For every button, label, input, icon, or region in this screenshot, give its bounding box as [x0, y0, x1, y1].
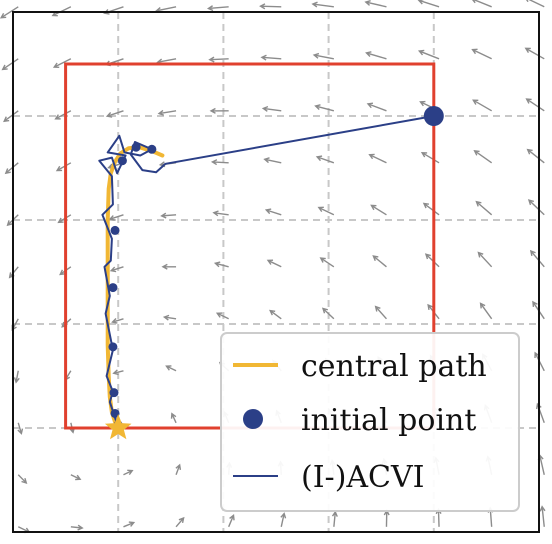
acvi-iterate-marker: [147, 144, 157, 154]
vector-arrow: [365, 51, 387, 60]
legend-label-initial-point: initial point: [301, 403, 476, 438]
vector-arrow: [331, 510, 338, 527]
vector-arrow: [54, 110, 72, 120]
vector-arrow: [260, 54, 282, 61]
vector-arrow: [212, 210, 229, 217]
vector-arrow: [526, 0, 545, 8]
vector-arrow: [161, 263, 177, 270]
vector-arrow: [526, 148, 545, 164]
vector-arrow: [264, 208, 282, 216]
vector-arrow: [170, 412, 177, 424]
solution-star-marker: [104, 414, 132, 440]
acvi-markers: [108, 142, 157, 430]
vector-arrow: [368, 153, 387, 164]
vector-arrow: [162, 314, 177, 321]
vector-arrow: [317, 206, 335, 216]
vector-arrow: [529, 249, 545, 268]
vector-arrow: [477, 251, 493, 268]
vector-arrow: [70, 474, 82, 481]
vector-arrow: [280, 512, 287, 527]
vector-arrow: [364, 0, 387, 8]
vector-arrow: [525, 98, 545, 112]
vector-arrow: [527, 199, 545, 216]
acvi-iterate-marker: [117, 156, 127, 166]
vector-arrow: [417, 0, 440, 8]
vector-arrow: [70, 524, 84, 531]
vector-arrow: [420, 151, 440, 164]
vector-arrow: [263, 157, 282, 164]
vector-arrow: [160, 212, 177, 219]
vector-arrow: [372, 255, 387, 268]
vector-arrow: [17, 422, 24, 435]
vector-arrow: [479, 302, 493, 320]
vector-arrow: [0, 6, 19, 19]
legend-label-central-path: central path: [301, 349, 487, 384]
vector-arrow: [210, 159, 229, 166]
acvi-iterate-marker: [108, 342, 118, 352]
vector-arrow: [472, 99, 493, 112]
vector-arrow: [123, 469, 134, 476]
vector-arrow: [108, 214, 124, 221]
vector-arrow: [472, 0, 492, 8]
vector-arrow: [206, 5, 229, 12]
vector-arrow: [157, 109, 177, 116]
vector-arrow: [524, 47, 545, 60]
vector-arrow: [259, 3, 282, 10]
vector-arrow: [370, 204, 387, 216]
vector-arrow: [374, 305, 387, 320]
vector-arrow: [269, 309, 282, 320]
vector-arrow: [13, 370, 20, 384]
vector-arrow: [209, 107, 229, 114]
legend: central path initial point (I-)ACVI: [220, 332, 520, 512]
vector-arrow: [266, 259, 282, 268]
vector-arrow: [123, 521, 136, 528]
vector-arrow: [105, 110, 124, 118]
vector-arrow: [311, 1, 334, 8]
initial-point-marker: [423, 106, 444, 126]
vector-arrow: [112, 369, 124, 376]
vector-arrow: [417, 49, 440, 60]
vector-arrow: [539, 505, 546, 527]
plot-frame: [12, 11, 540, 533]
vector-arrow: [215, 312, 229, 320]
vector-arrow: [165, 365, 177, 372]
vector-arrow: [314, 104, 335, 112]
vector-arrow: [213, 261, 229, 268]
vector-arrow: [208, 56, 229, 63]
vector-arrow: [475, 200, 493, 216]
vector-arrow: [261, 105, 282, 112]
vector-arrow: [321, 307, 335, 320]
vector-arrow: [366, 102, 387, 112]
vector-arrow: [471, 48, 492, 60]
acvi-iterate-marker: [108, 283, 118, 293]
vector-arrow: [1, 58, 19, 71]
vector-arrow: [3, 110, 19, 123]
vector-arrow: [109, 266, 124, 273]
acvi-iterate-marker: [109, 388, 119, 398]
vector-arrow: [175, 516, 185, 528]
vector-arrow: [228, 513, 235, 528]
vector-arrow: [52, 58, 72, 68]
acvi-iterate-marker: [110, 408, 120, 418]
legend-label-acvi: (I-)ACVI: [301, 460, 425, 495]
vector-arrow: [312, 52, 334, 60]
vector-arrow: [55, 162, 72, 172]
vector-arrow: [17, 474, 28, 484]
vector-arrow: [175, 463, 182, 476]
vector-arrow: [422, 202, 440, 216]
acvi-iterate-marker: [110, 225, 120, 235]
vector-arrow: [473, 150, 493, 164]
legend-box: [220, 332, 520, 512]
vector-arrow: [315, 155, 335, 164]
vector-arrow: [111, 318, 124, 324]
legend-swatch-initial-point: [243, 409, 263, 429]
acvi-iterate-marker: [131, 142, 141, 152]
vector-arrow: [319, 257, 335, 268]
